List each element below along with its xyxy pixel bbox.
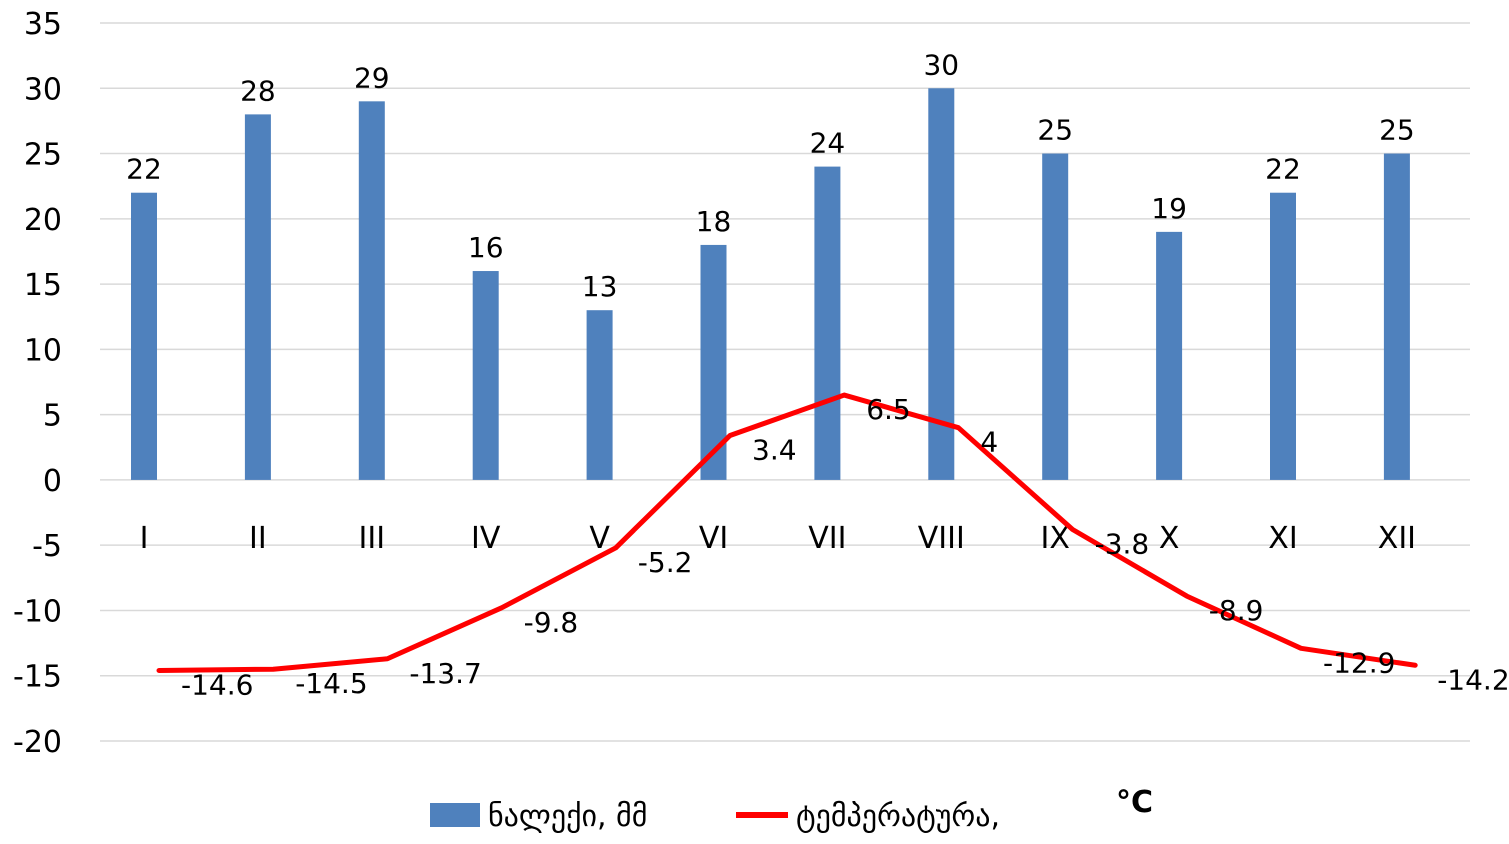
line-data-label: 6.5: [866, 393, 911, 426]
bar: [1270, 192, 1296, 480]
x-category-label: XI: [1268, 521, 1297, 556]
line-data-label: -14.2: [1437, 663, 1509, 696]
bar-data-label: 28: [240, 74, 276, 107]
bar-data-label: 18: [696, 205, 732, 238]
bar-data-label: 30: [923, 48, 959, 81]
x-category-label: VIII: [918, 521, 965, 556]
x-category-label: X: [1159, 521, 1180, 556]
temperature-line: [156, 392, 1418, 674]
y-tick-label: -20: [13, 725, 62, 760]
bar-data-label: 16: [468, 231, 504, 264]
bar-series: [131, 88, 1410, 480]
y-tick-label: 10: [24, 333, 62, 368]
line-data-label: 3.4: [752, 434, 797, 467]
bar: [244, 114, 271, 480]
x-category-label: I: [140, 521, 149, 556]
line-data-label: -12.9: [1323, 646, 1395, 679]
line-data-label: 4: [980, 426, 998, 459]
legend-unit: °C: [1116, 785, 1153, 820]
bar: [358, 101, 385, 480]
bar-data-label: 22: [1265, 153, 1301, 186]
y-tick-label: 15: [24, 268, 62, 303]
y-tick-label: 30: [24, 72, 62, 107]
line-series: [156, 392, 1418, 674]
y-tick-label: 35: [24, 7, 62, 42]
bar: [928, 88, 955, 480]
x-category-label: II: [249, 521, 267, 556]
bar-data-labels: 22 28 29 16 13 18 24 30 25 19 22 25: [126, 48, 1415, 303]
y-tick-label: -15: [13, 660, 62, 695]
bar: [586, 310, 613, 480]
x-category-label: III: [359, 521, 386, 556]
bar-data-label: 25: [1379, 114, 1415, 147]
bar: [1156, 231, 1183, 480]
bar-data-label: 24: [810, 127, 846, 160]
y-tick-label: -10: [13, 594, 62, 629]
bar: [1383, 153, 1410, 480]
bar-data-label: 29: [354, 61, 390, 94]
legend-label-line: ტემპერატურა,: [796, 799, 1000, 834]
line-data-label: -14.6: [181, 669, 253, 702]
line-data-label: -9.8: [524, 606, 579, 639]
x-category-label: V: [589, 521, 610, 556]
y-axis: 35 30 25 20 15 10 5 0 -5 -10 -15 -20: [13, 7, 62, 760]
y-tick-label: -5: [32, 529, 62, 564]
gridlines: [100, 22, 1470, 742]
y-tick-label: 25: [24, 138, 62, 173]
y-tick-label: 20: [24, 203, 62, 238]
line-data-label: -13.7: [409, 657, 481, 690]
bar-data-label: 22: [126, 153, 162, 186]
x-category-label: IV: [471, 521, 501, 556]
line-data-labels: -14.6 -14.5 -13.7 -9.8 -5.2 3.4 6.5 4 -3.8 -8.9 -1…: [181, 393, 1509, 701]
x-category-label: VI: [699, 521, 728, 556]
bar: [814, 166, 841, 480]
bar: [131, 192, 157, 480]
x-category-label: IX: [1040, 521, 1069, 556]
bar-data-label: 25: [1037, 114, 1073, 147]
bar: [472, 271, 499, 480]
legend: ნალექი, მმ ტემპერატურა, °C: [430, 785, 1153, 834]
bar: [1042, 153, 1069, 480]
bar-data-label: 13: [582, 270, 618, 303]
x-category-label: XII: [1378, 521, 1416, 556]
line-data-label: -3.8: [1095, 528, 1150, 561]
bar-data-label: 19: [1151, 192, 1187, 225]
line-data-label: -5.2: [638, 546, 693, 579]
category-labels: I II III IV V VI VII VIII IX X XI XII: [140, 521, 1416, 556]
line-data-label: -8.9: [1209, 594, 1264, 627]
legend-label-bar: ნალექი, მმ: [488, 799, 647, 834]
y-tick-label: 5: [43, 399, 62, 434]
line-data-label: -14.5: [295, 667, 367, 700]
y-tick-label: 0: [43, 464, 62, 499]
x-category-label: VII: [808, 521, 846, 556]
legend-swatch-bar: [430, 803, 480, 827]
